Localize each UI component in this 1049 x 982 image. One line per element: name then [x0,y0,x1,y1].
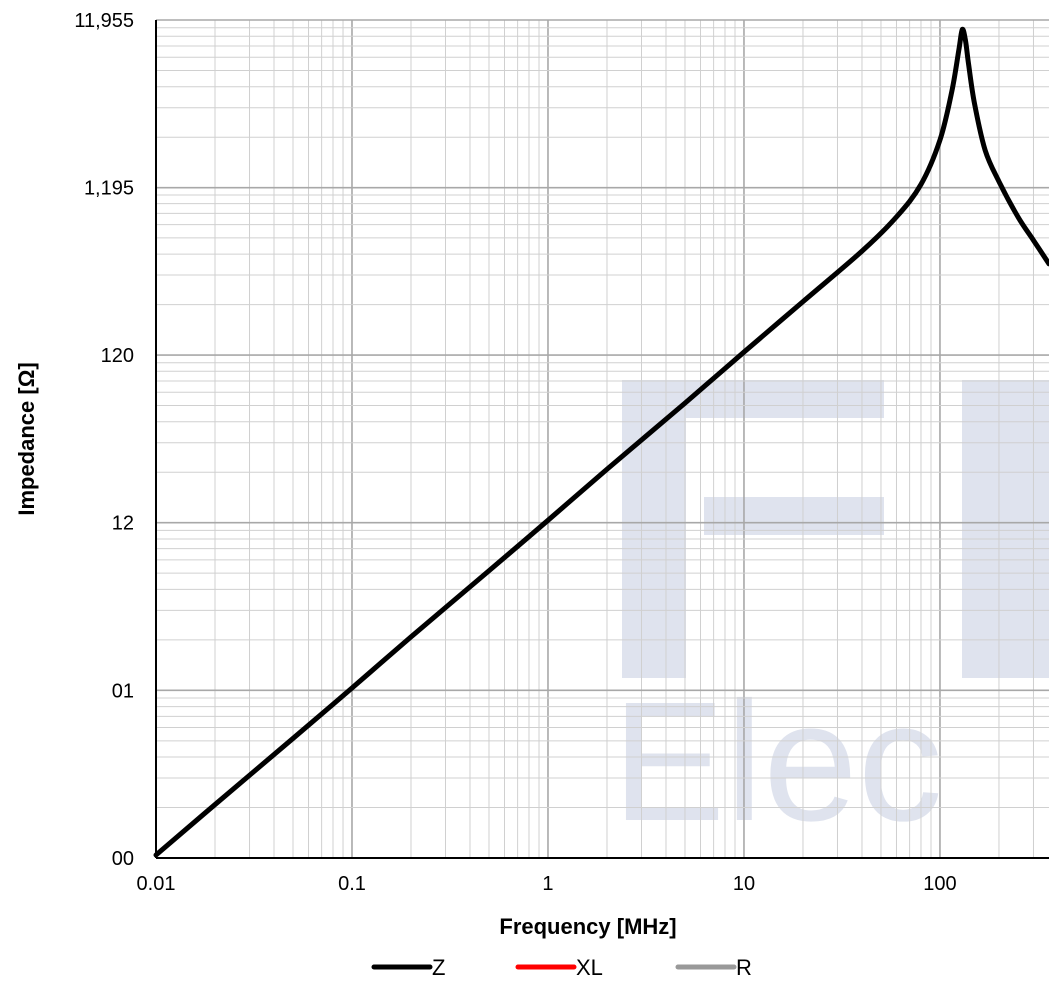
x-tick-label: 100 [923,873,956,895]
y-tick-labels: 00 01 12 120 1,195 11,955 [74,10,134,870]
y-tick-label: 12 [112,513,134,535]
y-tick-label: 120 [101,345,134,367]
legend-label-xl: XL [576,955,603,980]
y-tick-label: 1,195 [84,178,134,200]
plot-series [153,26,1049,858]
y-tick-label: 11,955 [74,10,134,32]
watermark-text: Elec [612,667,943,857]
chart-grid [155,19,1049,859]
watermark-logo: Elec [612,380,1049,857]
legend: Z XL R [371,955,752,980]
x-tick-label: 1 [542,873,553,895]
x-tick-label: 0.01 [137,873,176,895]
y-axis-title: Impedance [Ω] [14,362,39,515]
x-tick-label: 10 [733,873,755,895]
y-tick-label: 00 [112,848,134,870]
series-line-z [153,26,1049,858]
x-axis-title: Frequency [MHz] [499,914,676,939]
x-tick-labels: 0.01 0.1 1 10 100 [137,873,957,895]
legend-label-z: Z [432,955,445,980]
x-tick-label: 0.1 [338,873,366,895]
y-tick-label: 01 [112,680,134,702]
legend-label-r: R [736,955,752,980]
